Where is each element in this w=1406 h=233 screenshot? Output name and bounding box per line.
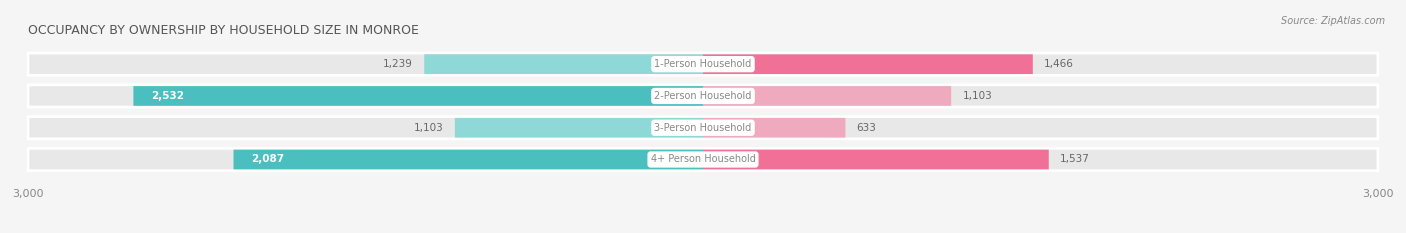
FancyBboxPatch shape — [28, 85, 1378, 107]
Text: OCCUPANCY BY OWNERSHIP BY HOUSEHOLD SIZE IN MONROE: OCCUPANCY BY OWNERSHIP BY HOUSEHOLD SIZE… — [28, 24, 419, 37]
FancyBboxPatch shape — [703, 54, 1033, 74]
FancyBboxPatch shape — [233, 150, 703, 169]
Text: 1,103: 1,103 — [962, 91, 993, 101]
FancyBboxPatch shape — [703, 118, 845, 137]
Text: 2-Person Household: 2-Person Household — [654, 91, 752, 101]
Text: 2,532: 2,532 — [152, 91, 184, 101]
Text: 1,537: 1,537 — [1060, 154, 1090, 164]
FancyBboxPatch shape — [456, 118, 703, 137]
Text: 1,466: 1,466 — [1045, 59, 1074, 69]
FancyBboxPatch shape — [134, 86, 703, 106]
FancyBboxPatch shape — [28, 116, 1378, 139]
Text: 2,087: 2,087 — [252, 154, 284, 164]
Text: 633: 633 — [856, 123, 876, 133]
FancyBboxPatch shape — [703, 86, 950, 106]
Text: 4+ Person Household: 4+ Person Household — [651, 154, 755, 164]
Text: Source: ZipAtlas.com: Source: ZipAtlas.com — [1281, 16, 1385, 26]
Text: 1-Person Household: 1-Person Household — [654, 59, 752, 69]
FancyBboxPatch shape — [703, 150, 1049, 169]
Text: 1,103: 1,103 — [413, 123, 444, 133]
FancyBboxPatch shape — [28, 148, 1378, 171]
Text: 1,239: 1,239 — [384, 59, 413, 69]
FancyBboxPatch shape — [425, 54, 703, 74]
Text: 3-Person Household: 3-Person Household — [654, 123, 752, 133]
FancyBboxPatch shape — [28, 53, 1378, 75]
